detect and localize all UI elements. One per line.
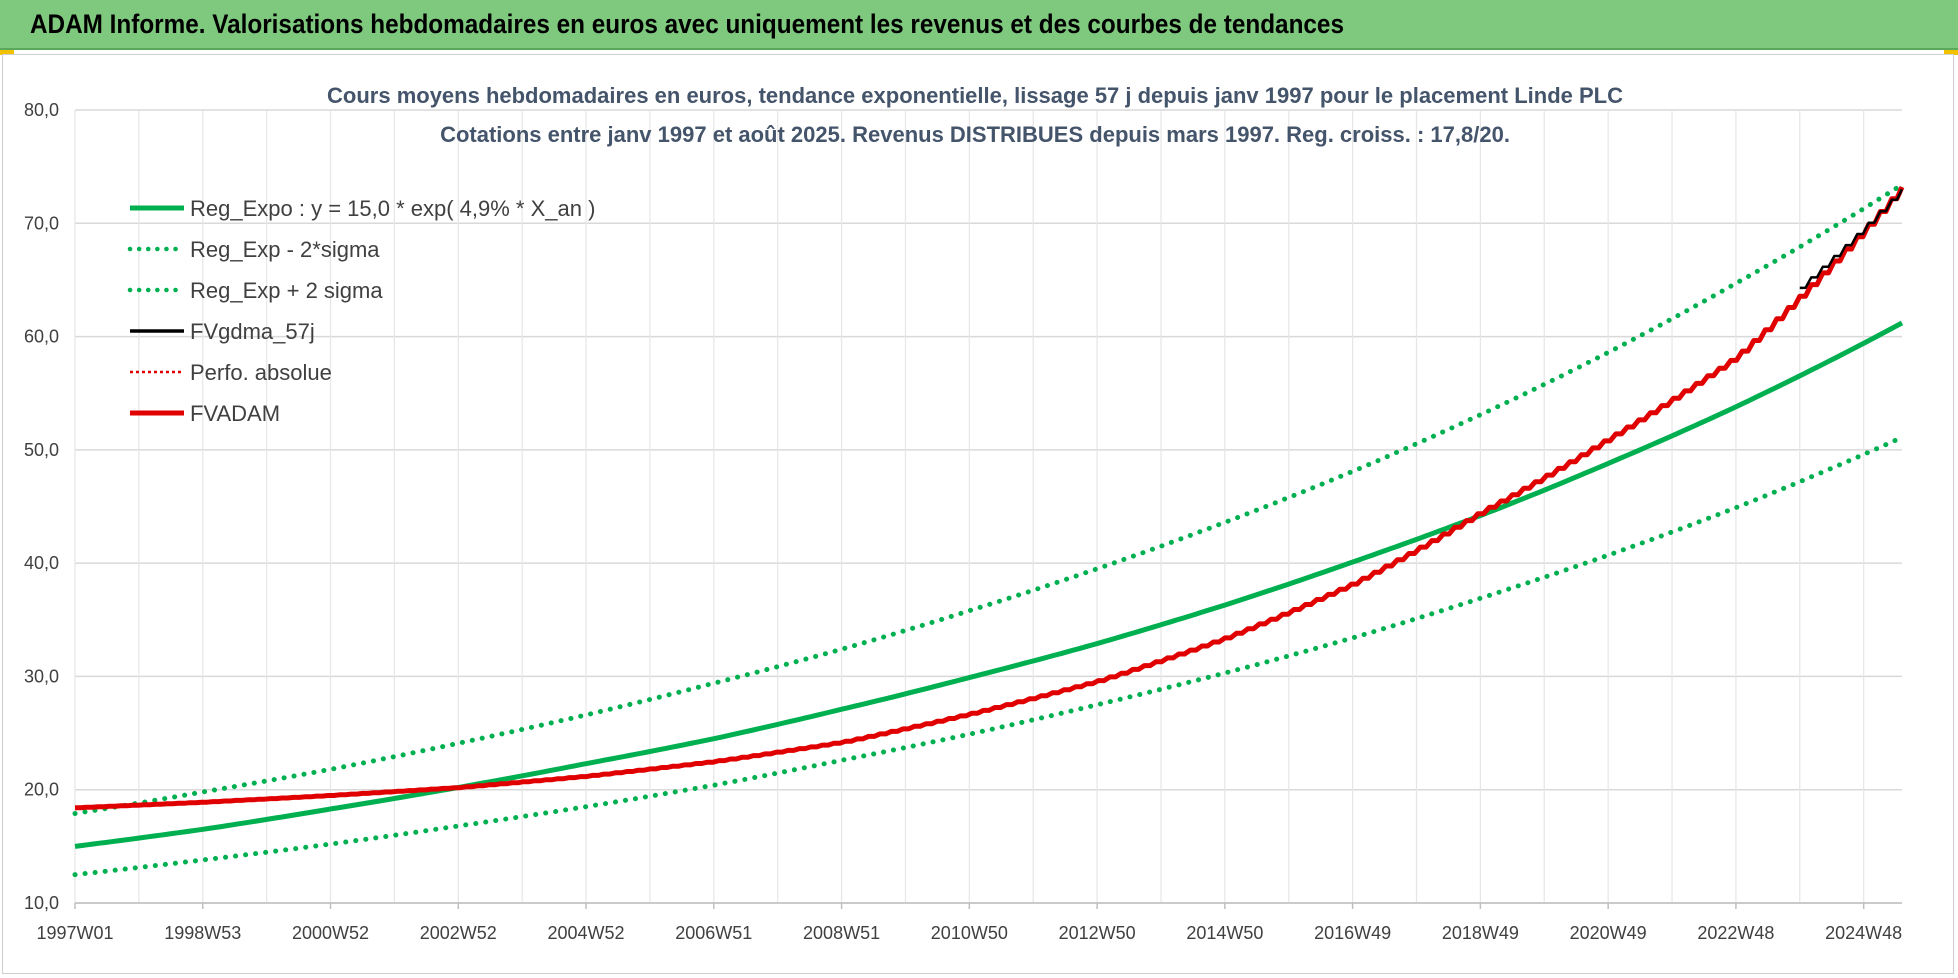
x-tick-label: 1997W01 <box>36 923 113 943</box>
x-tick-label: 2006W51 <box>675 923 752 943</box>
x-tick-label: 2004W52 <box>548 923 625 943</box>
series-line-reg-exp-minus-2-sigma <box>72 434 1905 878</box>
corner-marker <box>0 50 14 55</box>
x-tick-label: 2014W50 <box>1186 923 1263 943</box>
y-tick-label: 30,0 <box>24 666 59 686</box>
y-tick-label: 10,0 <box>24 893 59 913</box>
series-line-fvgdma-57j <box>1799 188 1904 290</box>
axis-layer: 10,0 20,0 30,0 40,0 50,0 60,0 70,0 80,0 1997W01 1… <box>24 100 1902 943</box>
legend-label-fvadam: FVADAM <box>190 401 280 426</box>
report-title: ADAM Informe. Valorisations hebdomadaire… <box>30 9 1344 39</box>
series-line-fvadam <box>75 186 1905 811</box>
x-tick-label: 2022W48 <box>1697 923 1774 943</box>
y-tick-label: 20,0 <box>24 780 59 800</box>
chart-title-line-1: Cours moyens hebdomadaires en euros, ten… <box>327 83 1623 108</box>
legend-label-perfo-absolue: Perfo. absolue <box>190 360 332 385</box>
legend-label-reg-expo: Reg_Expo : y = 15,0 * exp( 4,9% * X_an ) <box>190 196 595 221</box>
x-tick-label: 2010W50 <box>931 923 1008 943</box>
x-tick-label: 2008W51 <box>803 923 880 943</box>
y-tick-label: 40,0 <box>24 553 59 573</box>
x-tick-label: 2020W49 <box>1570 923 1647 943</box>
y-tick-label: 80,0 <box>24 100 59 120</box>
series-line-reg-expo <box>74 320 1904 849</box>
grid-layer <box>74 109 1902 904</box>
series-layer <box>72 182 1905 878</box>
x-tick-label: 1998W53 <box>164 923 241 943</box>
legend-label-reg-exp-plus-2-sigma: Reg_Exp + 2 sigma <box>190 278 383 303</box>
y-tick-label: 50,0 <box>24 440 59 460</box>
corner-marker <box>1944 50 1958 55</box>
x-tick-label: 2016W49 <box>1314 923 1391 943</box>
chart-title-line-2: Cotations entre janv 1997 et août 2025. … <box>440 122 1510 147</box>
chart-frame <box>2 54 1954 974</box>
x-tick-label: 2002W52 <box>420 923 497 943</box>
y-tick-label: 60,0 <box>24 327 59 347</box>
x-tick-label: 2018W49 <box>1442 923 1519 943</box>
y-tick-label: 70,0 <box>24 213 59 233</box>
series-line-reg-exp-plus-2-sigma <box>72 182 1905 816</box>
legend-label-reg-exp-minus-2-sigma: Reg_Exp - 2*sigma <box>190 237 380 262</box>
legend: Reg_Expo : y = 15,0 * exp( 4,9% * X_an )… <box>127 196 595 426</box>
x-tick-label: 2000W52 <box>292 923 369 943</box>
x-tick-label: 2024W48 <box>1825 923 1902 943</box>
report-banner: ADAM Informe. Valorisations hebdomadaire… <box>0 0 1958 50</box>
x-tick-label: 2012W50 <box>1059 923 1136 943</box>
legend-label-fvgdma-57j: FVgdma_57j <box>190 319 315 344</box>
